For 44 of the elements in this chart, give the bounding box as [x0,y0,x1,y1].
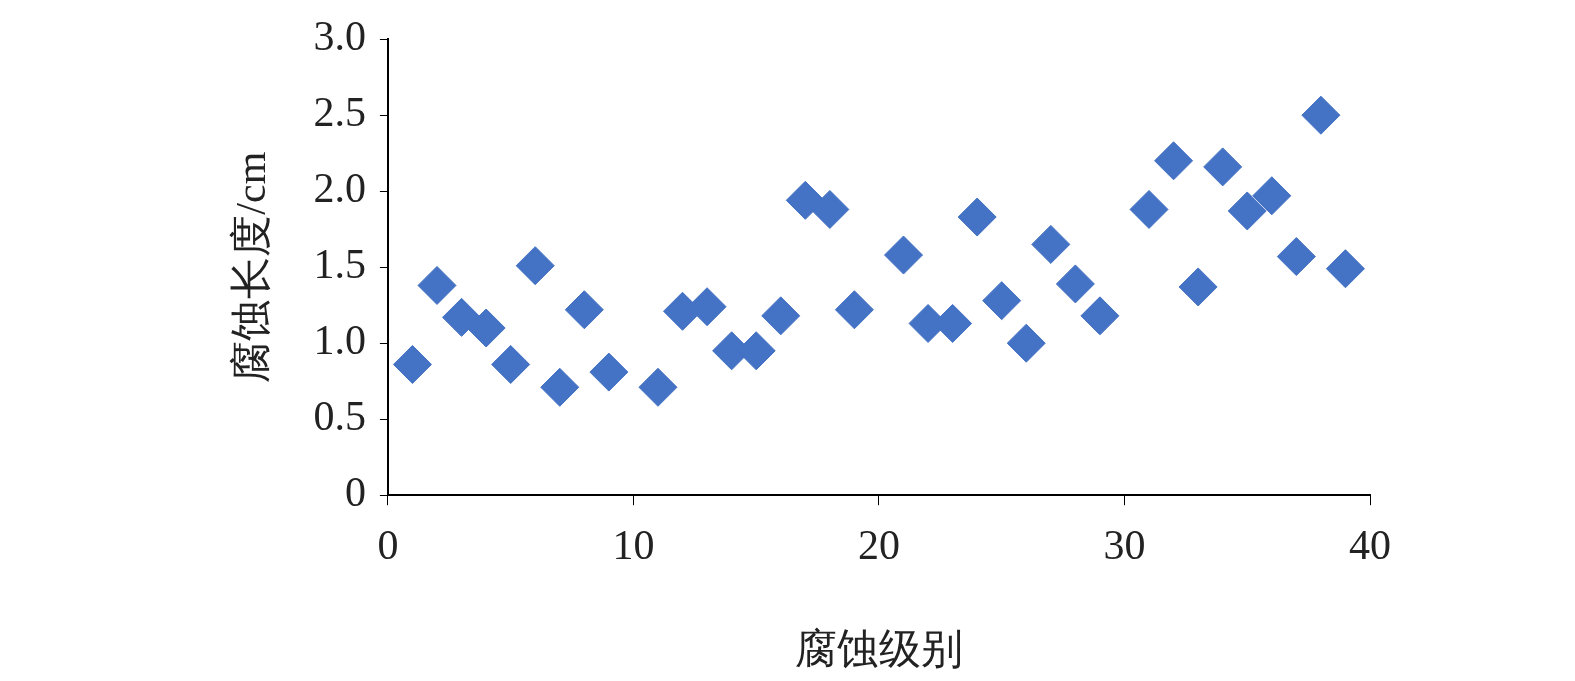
point [1154,141,1194,181]
point [392,344,432,384]
point [1129,189,1169,229]
point [1080,296,1120,336]
x-tick-label: 40 [1349,522,1391,569]
y-tick-label: 0 [344,469,366,516]
point [1203,147,1243,187]
x-axis-title: 腐蚀级别 [794,625,963,672]
x-tick-label: 30 [1103,522,1146,569]
y-axis-title: 腐蚀长度/cm [228,151,275,383]
point [1227,191,1267,231]
point [638,367,678,407]
point [1252,176,1292,216]
x-tick-label: 10 [612,522,655,569]
point [589,352,629,392]
point [491,344,531,384]
x-tick-label: 0 [377,522,399,569]
point [515,246,555,286]
point [761,296,801,336]
point [1301,95,1341,135]
y-tick-label: 1.5 [313,241,366,288]
y-tick-label: 0.5 [313,393,366,440]
point [884,235,923,275]
y-tick-label: 1.0 [313,317,366,364]
y-tick-label: 2.5 [313,89,366,136]
point [540,367,580,407]
point [810,189,850,229]
point [1325,249,1365,289]
point [982,281,1022,321]
point [1006,323,1046,363]
point [1178,267,1218,307]
point [466,308,506,348]
point [564,290,604,330]
x-tick-label: 20 [857,522,900,569]
point [1031,224,1071,264]
point [834,290,874,330]
point [442,297,482,337]
point [1276,237,1316,277]
point [957,197,997,237]
point [1055,264,1095,304]
point [417,265,457,305]
y-tick-label: 3.0 [313,13,366,60]
point [785,180,825,220]
y-tick-label: 2.0 [313,165,366,212]
